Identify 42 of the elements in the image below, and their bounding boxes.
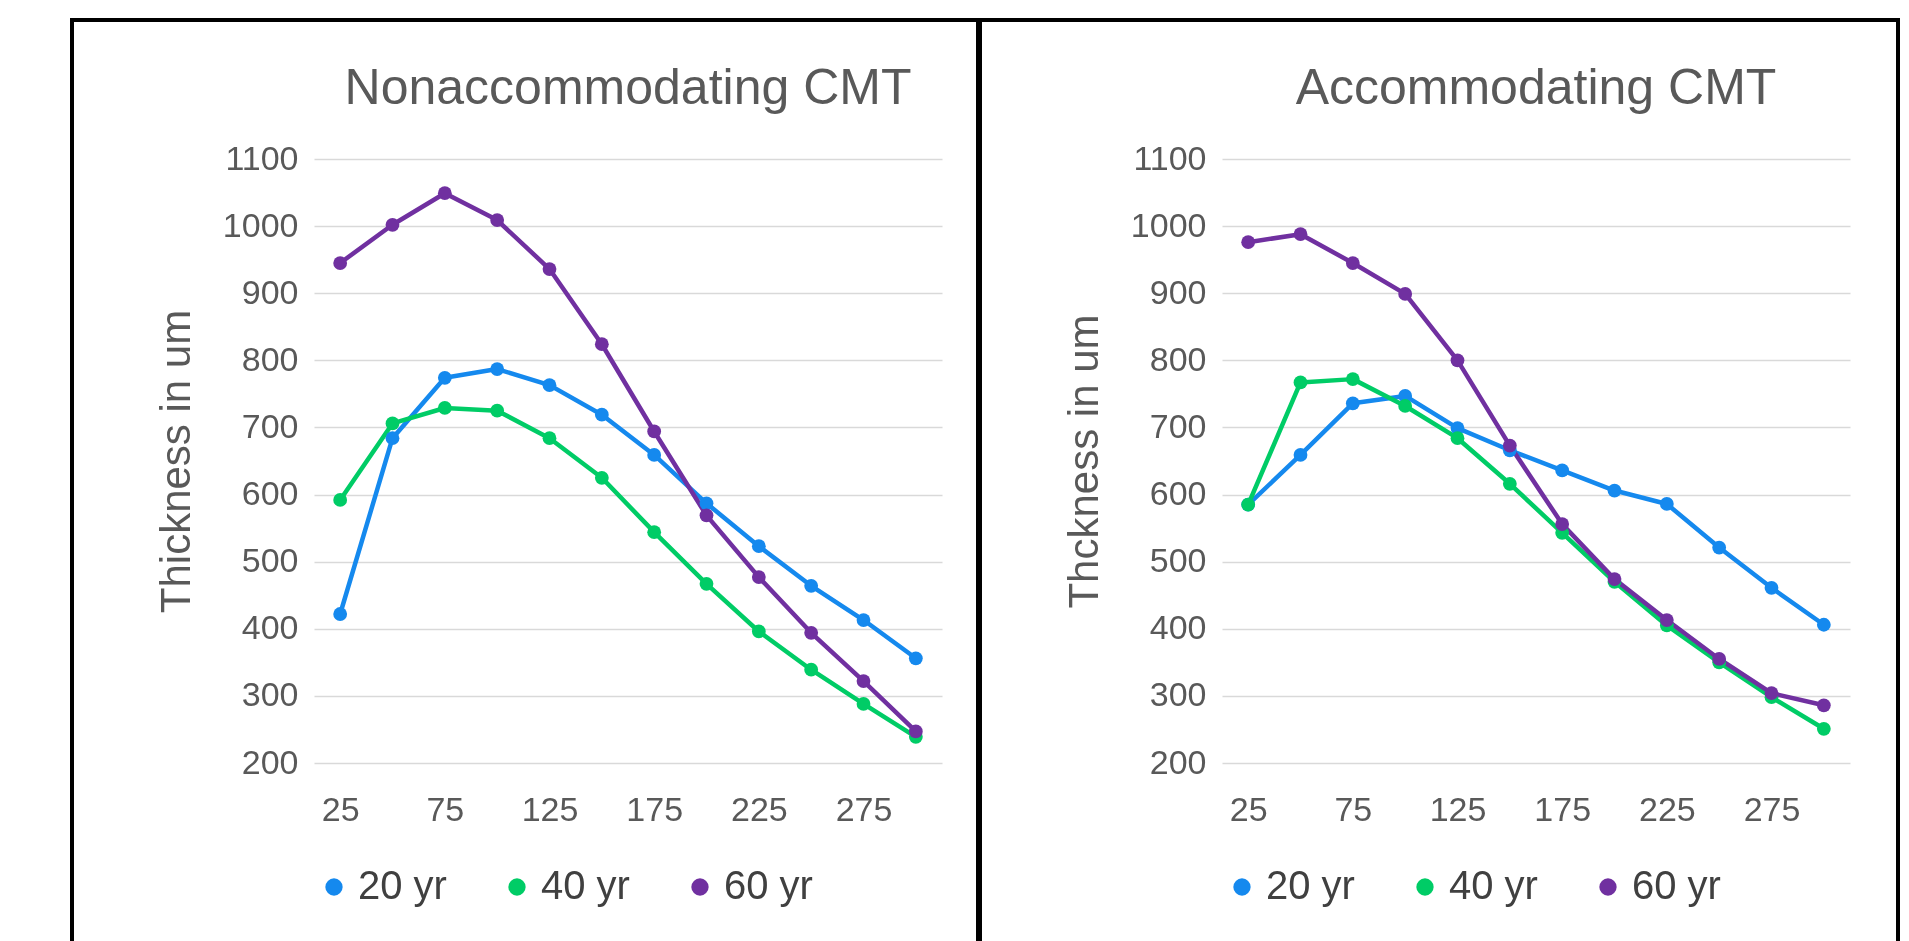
chart-title: Nonaccommodating CMT [344,59,912,115]
legend-label: 40 yr [1449,863,1538,907]
y-axis-title: Thckness in um [1059,314,1107,609]
y-axis-title: Thickness in um [151,309,199,614]
legend-label: 20 yr [358,863,447,907]
y-tick-label: 700 [241,406,299,445]
y-tick-label: 400 [1149,608,1207,647]
x-tick-label: 125 [521,789,579,828]
y-tick-label: 1000 [222,205,299,244]
y-tick-label: 800 [1149,339,1207,378]
y-tick-label: 400 [241,608,299,647]
x-tick-label: 225 [730,789,788,828]
y-tick-label: 800 [241,339,299,378]
y-tick-label: 300 [1149,675,1207,714]
y-tick-label: 1100 [225,138,299,177]
y-tick-label: 200 [241,742,299,781]
y-tick-label: 500 [241,541,299,580]
x-tick-label: 25 [321,789,360,828]
y-tick-label: 300 [241,675,299,714]
chart-title: Accommodating CMT [1295,59,1777,115]
legend-label: 20 yr [1266,863,1355,907]
y-tick-label: 1000 [1130,205,1207,244]
y-tick-label: 500 [1149,541,1207,580]
y-tick-label: 700 [1149,406,1207,445]
x-tick-label: 75 [1334,789,1373,828]
y-tick-label: 200 [1149,742,1207,781]
legend-label: 40 yr [541,863,630,907]
x-tick-label: 75 [426,789,465,828]
x-tick-label: 275 [835,789,893,828]
y-tick-label: 600 [241,474,299,513]
x-tick-label: 275 [1743,789,1801,828]
y-tick-label: 900 [1149,272,1207,311]
x-tick-label: 175 [626,789,684,828]
x-tick-label: 175 [1534,789,1592,828]
y-tick-label: 900 [241,272,299,311]
x-tick-label: 25 [1229,789,1268,828]
y-tick-label: 600 [1149,474,1207,513]
legend-label: 60 yr [724,863,813,907]
x-tick-label: 225 [1638,789,1696,828]
x-tick-label: 125 [1429,789,1487,828]
y-tick-label: 1100 [1133,138,1207,177]
legend-label: 60 yr [1632,863,1721,907]
